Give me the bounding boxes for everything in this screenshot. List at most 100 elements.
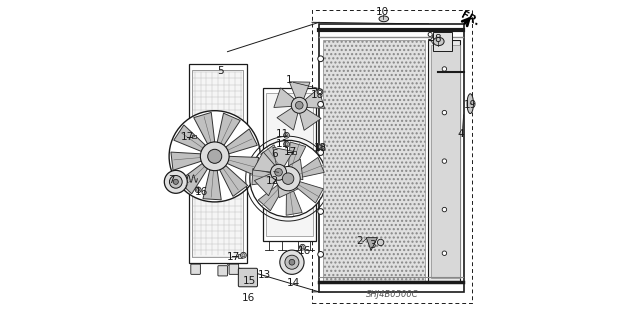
Bar [237, 254, 241, 258]
Polygon shape [277, 108, 298, 130]
Circle shape [285, 134, 288, 137]
Text: 4: 4 [457, 129, 463, 139]
Circle shape [195, 187, 201, 193]
Polygon shape [171, 152, 201, 170]
Polygon shape [258, 185, 282, 211]
Circle shape [284, 141, 289, 147]
Polygon shape [203, 170, 221, 200]
Bar [319, 24, 464, 292]
Polygon shape [255, 174, 276, 196]
Circle shape [291, 97, 307, 113]
Circle shape [442, 251, 447, 256]
Polygon shape [289, 82, 310, 99]
Circle shape [442, 110, 447, 115]
Circle shape [280, 250, 304, 274]
Text: 14: 14 [287, 278, 300, 288]
Polygon shape [274, 88, 294, 108]
Bar [263, 88, 316, 241]
Bar [323, 40, 425, 282]
Text: 7: 7 [168, 175, 175, 185]
Circle shape [442, 207, 447, 212]
Polygon shape [285, 159, 303, 180]
Circle shape [275, 168, 282, 176]
Text: 18: 18 [311, 90, 324, 100]
Circle shape [208, 149, 221, 163]
Text: 16: 16 [242, 293, 255, 303]
Text: 17: 17 [227, 252, 240, 262]
Text: 10: 10 [376, 7, 388, 18]
Circle shape [442, 67, 447, 71]
Circle shape [169, 111, 260, 202]
Text: 17: 17 [284, 147, 296, 157]
Text: 15: 15 [243, 276, 256, 286]
Circle shape [317, 89, 323, 95]
Circle shape [319, 144, 324, 150]
Circle shape [318, 251, 323, 257]
Ellipse shape [433, 37, 444, 46]
Polygon shape [366, 238, 378, 250]
Circle shape [318, 209, 323, 214]
Polygon shape [289, 142, 306, 168]
Circle shape [300, 244, 305, 250]
Polygon shape [253, 152, 275, 172]
Text: 5: 5 [217, 66, 224, 76]
Text: 9: 9 [427, 32, 433, 42]
Circle shape [285, 143, 288, 146]
Text: 16: 16 [195, 187, 208, 197]
FancyBboxPatch shape [229, 264, 239, 274]
Circle shape [170, 175, 182, 188]
Polygon shape [277, 177, 298, 198]
Ellipse shape [467, 94, 474, 114]
Text: 1: 1 [286, 75, 292, 85]
Polygon shape [220, 166, 248, 197]
Circle shape [289, 259, 295, 265]
Text: FR.: FR. [459, 10, 481, 27]
Polygon shape [194, 112, 215, 144]
Circle shape [378, 239, 384, 246]
Circle shape [301, 246, 304, 249]
Bar [428, 40, 460, 282]
Polygon shape [286, 190, 302, 215]
Text: 11: 11 [276, 139, 289, 149]
Circle shape [250, 140, 326, 217]
Circle shape [196, 188, 200, 191]
Polygon shape [300, 109, 321, 130]
Text: 17: 17 [181, 131, 195, 142]
Text: 19: 19 [464, 100, 477, 110]
Polygon shape [305, 89, 324, 108]
Polygon shape [226, 129, 257, 154]
Polygon shape [252, 168, 276, 185]
Text: 12: 12 [266, 176, 280, 186]
Circle shape [318, 101, 323, 107]
Text: 2: 2 [356, 236, 363, 246]
Text: 18: 18 [314, 143, 327, 153]
FancyBboxPatch shape [191, 264, 200, 274]
Text: 13: 13 [257, 270, 271, 280]
Text: SHJ4B0500C: SHJ4B0500C [367, 290, 419, 299]
Text: 6: 6 [271, 149, 278, 160]
Polygon shape [179, 164, 207, 194]
Circle shape [276, 167, 300, 191]
Circle shape [296, 101, 303, 109]
Circle shape [173, 179, 179, 184]
Circle shape [241, 252, 246, 258]
Circle shape [282, 173, 294, 184]
Circle shape [320, 145, 323, 148]
Bar [431, 45, 460, 278]
Text: 11: 11 [276, 129, 289, 139]
Polygon shape [260, 145, 284, 171]
Text: 16: 16 [298, 246, 311, 256]
Bar [292, 151, 296, 154]
Circle shape [271, 164, 287, 180]
Polygon shape [273, 147, 293, 167]
Circle shape [284, 132, 289, 138]
Bar [312, 10, 472, 303]
Ellipse shape [379, 16, 388, 22]
Bar [189, 64, 247, 263]
Circle shape [285, 255, 299, 269]
Circle shape [200, 142, 229, 171]
Text: 8: 8 [435, 34, 442, 44]
Polygon shape [217, 113, 240, 145]
FancyBboxPatch shape [218, 266, 227, 276]
Polygon shape [174, 125, 205, 152]
